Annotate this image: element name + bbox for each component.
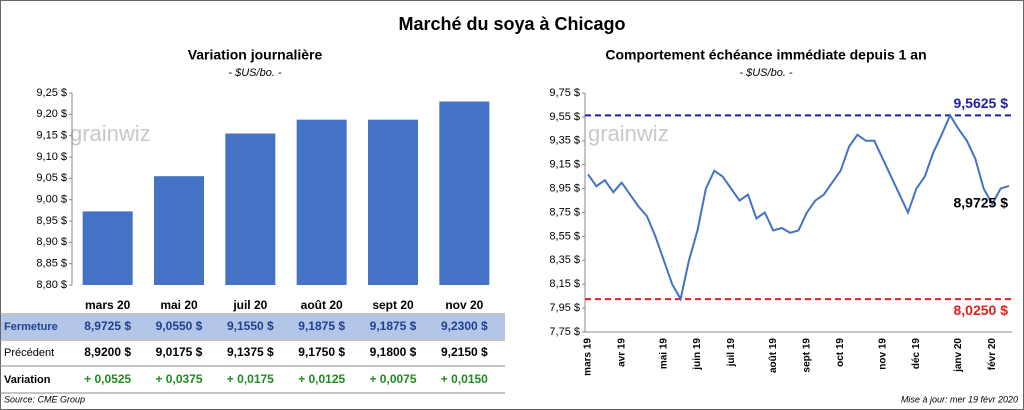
y-tick-label: 7,95 $ <box>549 302 580 314</box>
y-tick-label: 9,20 $ <box>36 108 67 120</box>
row-label: Fermeture <box>4 321 58 333</box>
x-tick-label: sept 20 <box>372 298 414 312</box>
x-tick-label: déc 19 <box>911 338 922 370</box>
watermark: grainwiz <box>70 121 151 146</box>
table-cell: 9,1800 $ <box>370 345 417 359</box>
y-tick-label: 9,15 $ <box>36 130 67 142</box>
y-tick-label: 9,05 $ <box>36 172 67 184</box>
bar <box>439 101 490 286</box>
table-cell: 9,2150 $ <box>441 345 488 359</box>
table-cell: 9,1550 $ <box>227 319 274 333</box>
bar <box>82 211 133 285</box>
table-cell: 9,2300 $ <box>441 319 488 333</box>
row-label: Variation <box>4 374 51 386</box>
chart-subtitle: - $US/bo. - <box>739 67 793 79</box>
x-tick-label: juin 19 <box>692 338 703 371</box>
table-cell: 8,9725 $ <box>84 319 131 333</box>
x-tick-label: juil 19 <box>726 338 737 368</box>
reference-label: 8,0250 $ <box>954 302 1009 318</box>
table-cell: + 0,0150 <box>441 372 488 386</box>
y-tick-label: 9,00 $ <box>36 194 67 206</box>
table-cell: 9,1750 $ <box>298 345 345 359</box>
x-tick-label: sept 19 <box>802 338 813 373</box>
chart-subtitle: - $US/bo. - <box>228 67 282 79</box>
x-tick-label: mai 19 <box>658 338 669 370</box>
y-tick-label: 8,55 $ <box>549 230 580 242</box>
table-cell: 9,1875 $ <box>370 319 417 333</box>
table-cell: + 0,0525 <box>84 372 131 386</box>
row-label: Précédent <box>4 347 54 359</box>
table-cell: + 0,0375 <box>155 372 202 386</box>
updated: Mise à jour: mer 19 févr 2020 <box>901 394 1018 404</box>
x-tick-label: mars 19 <box>583 338 594 376</box>
table-row-bg <box>1 315 505 339</box>
table-cell: 8,9200 $ <box>84 345 131 359</box>
y-tick-label: 9,25 $ <box>36 87 67 99</box>
y-tick-label: 8,15 $ <box>549 278 580 290</box>
x-tick-label: juil 20 <box>232 298 267 312</box>
bar <box>154 176 204 285</box>
y-tick-label: 8,95 $ <box>549 183 580 195</box>
table-cell: + 0,0175 <box>227 372 274 386</box>
x-tick-label: août 19 <box>768 338 779 373</box>
y-tick-label: 8,35 $ <box>549 254 580 266</box>
table-cell: 9,0550 $ <box>156 319 203 333</box>
y-tick-label: 8,90 $ <box>36 236 67 248</box>
table-cell: + 0,0125 <box>298 372 345 386</box>
page-title: Marché du soya à Chicago <box>398 14 625 34</box>
x-tick-label: avr 19 <box>616 338 627 367</box>
reference-label: 9,5625 $ <box>954 95 1009 111</box>
bar <box>368 119 418 286</box>
x-tick-label: mars 20 <box>85 298 131 312</box>
y-tick-label: 8,80 $ <box>36 279 67 291</box>
x-tick-label: août 20 <box>301 298 343 312</box>
x-tick-label: févr 20 <box>987 338 998 371</box>
bar <box>225 133 276 285</box>
table-cell: 9,1875 $ <box>298 319 345 333</box>
x-tick-label: mai 20 <box>160 298 198 312</box>
chart-title: Variation journalière <box>188 47 323 63</box>
x-tick-label: janv 20 <box>953 338 964 373</box>
y-tick-label: 8,95 $ <box>36 215 67 227</box>
table-cell: 9,0175 $ <box>156 345 203 359</box>
table-cell: 9,1375 $ <box>227 345 274 359</box>
data-label: 8,9725 $ <box>954 195 1009 211</box>
y-tick-label: 8,85 $ <box>36 258 67 270</box>
y-tick-label: 9,10 $ <box>36 151 67 163</box>
table-cell: + 0,0075 <box>369 372 416 386</box>
y-tick-label: 9,35 $ <box>549 135 580 147</box>
line-series <box>587 113 1010 302</box>
chart-title: Comportement échéance immédiate depuis 1… <box>605 47 926 63</box>
source: Source: CME Group <box>4 394 85 404</box>
x-tick-label: nov 19 <box>877 338 888 370</box>
x-tick-label: nov 20 <box>445 298 483 312</box>
y-tick-label: 9,15 $ <box>549 159 580 171</box>
watermark: grainwiz <box>588 121 669 146</box>
y-tick-label: 9,55 $ <box>549 111 580 123</box>
y-tick-label: 8,75 $ <box>549 206 580 218</box>
bar <box>296 119 347 286</box>
x-tick-label: oct 19 <box>835 338 846 367</box>
y-tick-label: 9,75 $ <box>549 87 580 99</box>
y-tick-label: 7,75 $ <box>549 326 580 338</box>
